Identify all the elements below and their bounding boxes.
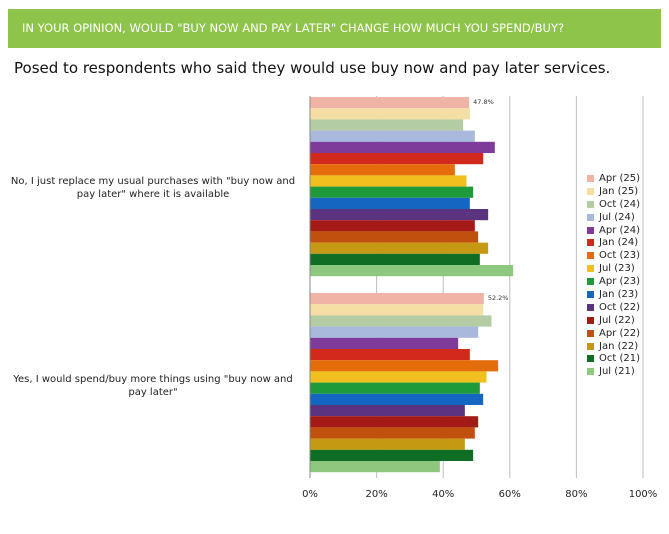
legend-swatch — [587, 278, 594, 286]
legend-swatch — [587, 316, 594, 324]
legend-label: Apr (24) — [599, 224, 641, 236]
bar-apr-22-cat-0 — [310, 231, 479, 243]
x-tick-label: 20% — [365, 489, 387, 500]
legend-item: Jan (25) — [587, 185, 640, 198]
legend-swatch — [587, 265, 594, 273]
legend-item: Jul (24) — [587, 211, 640, 224]
legend-label: Jul (22) — [599, 314, 635, 326]
legend-swatch — [587, 303, 594, 311]
bar-oct-23-cat-1 — [310, 360, 499, 372]
bar-jan-24-cat-1 — [310, 349, 470, 361]
legend-item: Apr (24) — [587, 224, 640, 237]
bar-oct-22-cat-0 — [310, 209, 489, 221]
legend-swatch — [587, 200, 594, 208]
bar-oct-21-cat-0 — [310, 253, 480, 265]
x-tick-label: 100% — [629, 489, 658, 500]
bar-jan-24-cat-0 — [310, 153, 484, 165]
chart-header: IN YOUR OPINION, WOULD "BUY NOW AND PAY … — [8, 9, 661, 48]
bar-jan-22-cat-1 — [310, 438, 465, 450]
bar-oct-24-cat-1 — [310, 315, 492, 327]
bar-apr-23-cat-1 — [310, 382, 480, 394]
bar-oct-23-cat-0 — [310, 164, 455, 176]
bar-jul-24-cat-1 — [310, 326, 479, 338]
legend-item: Oct (22) — [587, 301, 640, 314]
legend-swatch — [587, 187, 594, 195]
bar-jan-23-cat-1 — [310, 393, 484, 405]
legend-label: Oct (23) — [599, 250, 640, 262]
legend-label: Apr (23) — [599, 276, 641, 288]
header-title: IN YOUR OPINION, WOULD "BUY NOW AND PAY … — [22, 21, 565, 35]
chart-legend: Apr (25) Jan (25) Oct (24) Jul (24) Apr (24)… — [587, 172, 640, 378]
bar-apr-23-cat-0 — [310, 186, 474, 198]
bar-oct-22-cat-1 — [310, 405, 465, 417]
bar-oct-21-cat-1 — [310, 449, 474, 461]
bar-jan-25-cat-0 — [310, 108, 470, 120]
legend-item: Jan (23) — [587, 288, 640, 301]
bar-apr-24-cat-1 — [310, 337, 459, 349]
legend-label: Jul (23) — [599, 263, 635, 275]
bar-jan-22-cat-0 — [310, 242, 489, 254]
legend-swatch — [587, 174, 594, 182]
legend-item: Jan (22) — [587, 340, 640, 353]
x-tick-label: 60% — [499, 489, 521, 500]
legend-label: Apr (25) — [599, 172, 641, 184]
legend-item: Oct (21) — [587, 352, 640, 365]
legend-label: Oct (21) — [599, 353, 640, 365]
category-label-no: No, I just replace my usual purchases wi… — [10, 176, 296, 200]
legend-label: Jan (24) — [599, 237, 639, 249]
legend-item: Jul (22) — [587, 314, 640, 327]
bar-apr-22-cat-1 — [310, 427, 475, 439]
legend-label: Jul (24) — [599, 211, 635, 223]
legend-label: Jan (25) — [599, 185, 639, 197]
bar-jul-24-cat-0 — [310, 130, 475, 142]
legend-swatch — [587, 252, 594, 260]
data-label: 47.8% — [473, 98, 494, 106]
bar-jan-25-cat-1 — [310, 304, 484, 316]
data-label: 52.2% — [488, 294, 509, 302]
legend-swatch — [587, 213, 594, 221]
legend-item: Jul (21) — [587, 365, 640, 378]
category-label-yes: Yes, I would spend/buy more things using… — [13, 374, 293, 398]
legend-item: Oct (24) — [587, 198, 640, 211]
x-tick-label: 0% — [302, 489, 318, 500]
bar-apr-24-cat-0 — [310, 141, 495, 153]
legend-item: Jul (23) — [587, 262, 640, 275]
bar-jul-21-cat-0 — [310, 265, 514, 277]
legend-swatch — [587, 290, 594, 298]
legend-item: Oct (23) — [587, 249, 640, 262]
legend-label: Jan (23) — [599, 288, 639, 300]
bar-jul-22-cat-0 — [310, 220, 475, 232]
legend-swatch — [587, 239, 594, 247]
legend-item: Jan (24) — [587, 236, 640, 249]
legend-label: Apr (22) — [599, 327, 641, 339]
bar-oct-24-cat-0 — [310, 119, 464, 131]
bar-apr-25-cat-0 — [310, 97, 470, 109]
legend-label: Oct (24) — [599, 198, 640, 210]
legend-swatch — [587, 342, 594, 350]
x-tick-label: 80% — [565, 489, 587, 500]
legend-item: Apr (23) — [587, 275, 640, 288]
legend-label: Jul (21) — [599, 366, 635, 378]
bar-jul-21-cat-1 — [310, 461, 440, 473]
legend-label: Jan (22) — [599, 340, 639, 352]
chart-subtitle: Posed to respondents who said they would… — [14, 59, 611, 77]
bar-jan-23-cat-0 — [310, 197, 470, 209]
bar-jul-23-cat-1 — [310, 371, 487, 383]
bar-apr-25-cat-1 — [310, 293, 484, 305]
legend-swatch — [587, 226, 594, 234]
legend-item: Apr (25) — [587, 172, 640, 185]
legend-swatch — [587, 368, 594, 376]
bar-jul-23-cat-0 — [310, 175, 467, 187]
legend-swatch — [587, 355, 594, 363]
legend-item: Apr (22) — [587, 327, 640, 340]
bar-jul-22-cat-1 — [310, 416, 479, 428]
legend-swatch — [587, 329, 594, 337]
x-tick-label: 40% — [432, 489, 454, 500]
legend-label: Oct (22) — [599, 301, 640, 313]
